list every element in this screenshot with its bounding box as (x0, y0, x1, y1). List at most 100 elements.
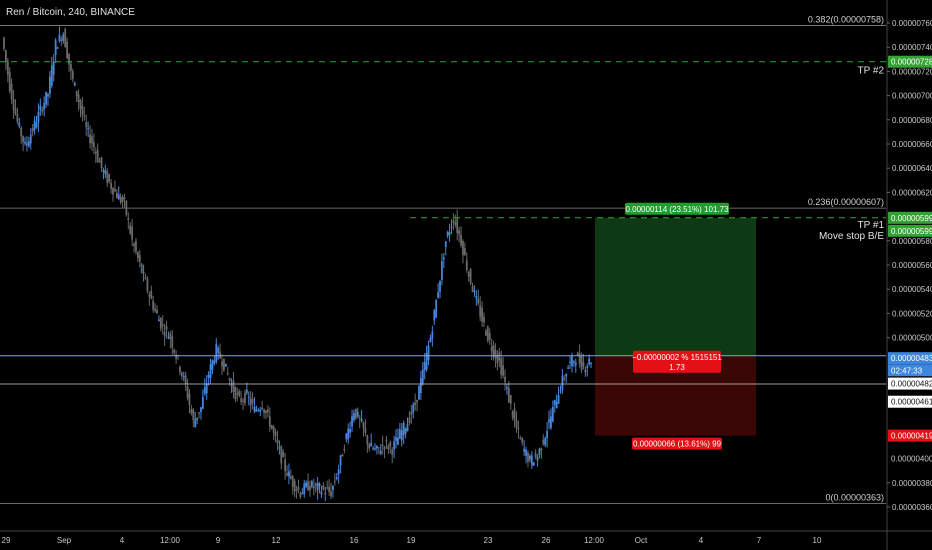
candle-body (515, 420, 518, 428)
candle-body (400, 430, 403, 441)
candle-body (169, 333, 172, 340)
candle-body (268, 416, 271, 427)
x-tick-label: 7 (757, 536, 762, 545)
candle-body (473, 290, 476, 292)
target-tag-label: 0.00000728 (891, 58, 932, 67)
y-tick-label: 0.00000540 (892, 285, 932, 294)
y-tick-label: 0.00000760 (892, 19, 932, 28)
candle-body (485, 330, 487, 336)
candle-body (68, 53, 70, 65)
candle-body (483, 317, 485, 323)
candle-body (179, 366, 181, 373)
candle-body (364, 427, 367, 433)
candle-body (196, 417, 199, 420)
candle-body (163, 331, 166, 337)
candle-body (534, 452, 537, 458)
candle-body (156, 309, 158, 314)
candle-body (106, 171, 109, 183)
candle-body (356, 411, 359, 417)
candle-body (500, 358, 503, 375)
candle-body (35, 122, 38, 128)
candle-body (410, 411, 413, 415)
candle-body (383, 446, 386, 450)
y-tick-label: 0.00000680 (892, 116, 932, 125)
candle-body (502, 365, 505, 376)
candle-body (22, 136, 25, 143)
candle-body (486, 326, 489, 341)
candle-body (492, 345, 495, 357)
candle-body (548, 419, 550, 423)
candle-body (182, 376, 185, 378)
candle-body (58, 34, 61, 42)
candle-body (201, 396, 204, 409)
candle-body (238, 391, 241, 396)
candle-body (14, 108, 17, 114)
x-tick-label: 12:00 (160, 536, 181, 545)
candle-body (488, 333, 491, 340)
candle-body (16, 114, 19, 122)
candle-body (77, 94, 80, 102)
candle-body (446, 231, 449, 236)
candle-body (559, 390, 562, 392)
candle-body (211, 360, 214, 370)
candle-body (224, 363, 227, 367)
candle-body (362, 422, 365, 429)
candle-body (546, 431, 549, 439)
candle-body (442, 257, 445, 260)
candle-body (236, 393, 239, 395)
candle-body (203, 387, 206, 394)
candle-body (64, 29, 67, 48)
candle-body (333, 481, 336, 483)
candle-body (10, 83, 13, 100)
entry-label-text: −0.00000002 % 1515151 (632, 353, 722, 362)
x-tick-label: 4 (699, 536, 704, 545)
candle-body (272, 426, 275, 433)
candle-body (94, 151, 97, 154)
candle-body (223, 358, 225, 371)
x-tick-label: Sep (57, 536, 72, 545)
candle-body (48, 76, 51, 94)
candle-body (186, 386, 189, 399)
candle-body (50, 65, 53, 86)
candle-body (255, 409, 258, 411)
x-tick-label: 4 (120, 536, 125, 545)
candle-body (60, 38, 63, 42)
candle-body (291, 476, 294, 487)
candle-body (251, 398, 254, 404)
candle-body (37, 111, 40, 123)
candle-body (157, 319, 160, 322)
candle-body (161, 324, 164, 326)
candle-body (81, 105, 84, 115)
candle-body (571, 356, 573, 366)
candle-body (416, 399, 418, 403)
candle-body (435, 300, 438, 318)
candle-body (245, 389, 248, 393)
candle-body (437, 292, 440, 298)
candle-body (467, 272, 470, 277)
candle-body (121, 196, 124, 203)
candle-body (98, 160, 101, 163)
candle-body (228, 378, 231, 381)
candle-body (490, 346, 493, 352)
candle-body (188, 393, 191, 405)
candle-body (244, 392, 246, 403)
candle-body (555, 402, 558, 409)
candle-body (433, 309, 436, 321)
candle-body (353, 413, 355, 421)
x-tick-label: 19 (407, 536, 416, 545)
move-stop-label: Move stop B/E (819, 231, 884, 242)
candle-body (27, 141, 30, 147)
price-tag-bg (888, 429, 932, 442)
candle-body (496, 354, 499, 363)
candle-body (136, 252, 139, 259)
y-tick-label: 0.00000620 (892, 188, 932, 197)
candle-body (569, 361, 571, 363)
candle-body (460, 235, 462, 246)
candle-body (393, 441, 396, 450)
candle-body (322, 485, 325, 490)
candle-body (381, 444, 384, 446)
candle-body (341, 454, 344, 457)
candle-body (509, 395, 512, 404)
candle-body (110, 182, 112, 189)
